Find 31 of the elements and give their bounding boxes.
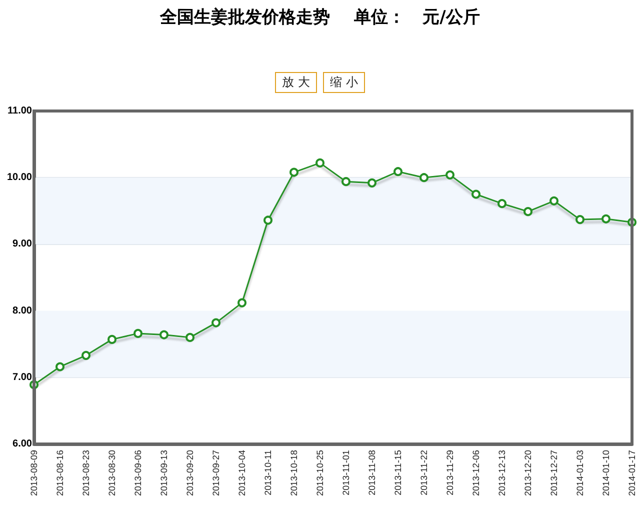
y-tick-label: 9.00: [12, 238, 32, 250]
y-tick-label: 6.00: [12, 438, 32, 450]
x-tick-label: 2013-08-16: [55, 450, 65, 496]
x-tick-label: 2013-11-01: [341, 450, 351, 496]
x-tick-label: 2013-12-13: [497, 450, 507, 496]
x-tick-label: 2013-09-13: [159, 450, 169, 496]
x-tick-label: 2013-11-29: [445, 450, 455, 496]
chart-title: 全国生姜批发价格走势 单位： 元/公斤: [159, 6, 480, 28]
y-tick-label: 7.00: [12, 372, 32, 383]
x-tick-label: 2013-09-20: [185, 450, 195, 496]
y-tick-label: 11.00: [8, 106, 32, 116]
x-tick-label: 2013-12-20: [523, 450, 533, 496]
x-tick-label: 2013-08-30: [107, 450, 117, 496]
x-tick-label: 2013-11-15: [393, 450, 403, 496]
x-tick-label: 2014-01-10: [601, 450, 611, 496]
x-tick-label: 2013-10-11: [263, 450, 273, 496]
x-tick-label: 2013-09-06: [133, 450, 143, 496]
x-tick-label: 2013-10-18: [289, 450, 299, 496]
x-tick-label: 2013-11-22: [419, 450, 429, 496]
y-tick-label: 10.00: [6, 172, 32, 184]
x-tick-label: 2013-08-09: [29, 450, 39, 496]
x-tick-label: 2013-08-23: [81, 450, 91, 496]
x-tick-label: 2013-10-04: [237, 450, 247, 496]
y-tick-label: 8.00: [12, 305, 32, 316]
x-tick-label: 2013-12-06: [471, 450, 481, 496]
x-tick-label: 2013-11-08: [367, 450, 377, 496]
x-tick-label: 2013-09-27: [211, 450, 221, 496]
x-tick-label: 2014-01-17: [627, 450, 637, 496]
x-tick-label: 2013-10-25: [315, 450, 325, 496]
x-tick-label: 2014-01-03: [575, 450, 585, 496]
x-tick-label: 2013-12-27: [549, 450, 559, 496]
